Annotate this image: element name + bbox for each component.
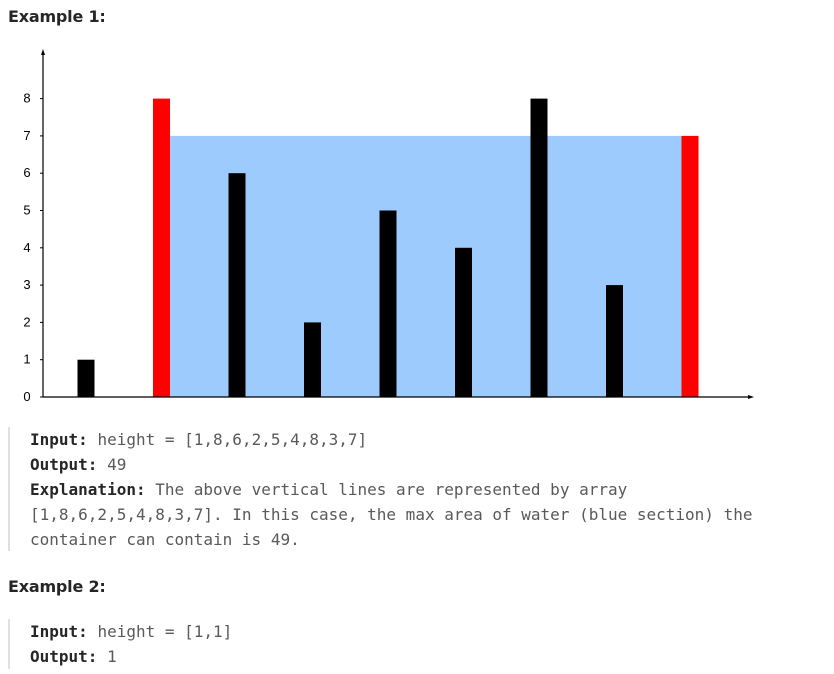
y-tick-label: 2: [23, 314, 30, 329]
y-tick-label: 0: [23, 389, 30, 404]
example-1-title: Example 1:: [8, 7, 106, 26]
input-line: Input: height = [1,1]: [30, 619, 232, 644]
bar: [530, 98, 548, 397]
explanation-label: Explanation:: [30, 480, 146, 499]
explanation-line: Explanation: The above vertical lines ar…: [30, 477, 752, 502]
input-label: Input:: [30, 430, 88, 449]
input-value: height = [1,8,6,2,5,4,8,3,7]: [97, 430, 368, 449]
output-label: Output:: [30, 647, 98, 666]
explanation-text-1: The above vertical lines are represented…: [155, 480, 628, 499]
input-label: Input:: [30, 622, 88, 641]
highlight-bar: [153, 98, 170, 397]
y-tick-label: 3: [23, 277, 30, 292]
output-line: Output: 49: [30, 452, 752, 477]
y-tick-label: 5: [23, 203, 30, 218]
y-tick-label: 7: [23, 128, 30, 143]
y-tick-label: 6: [23, 165, 30, 180]
y-tick-label: 4: [23, 240, 30, 255]
x-axis-arrow: [748, 395, 754, 399]
input-line: Input: height = [1,8,6,2,5,4,8,3,7]: [30, 427, 752, 452]
input-value: height = [1,1]: [97, 622, 233, 641]
bar: [304, 322, 321, 397]
example-2-title: Example 2:: [8, 577, 106, 596]
highlight-bar: [681, 135, 699, 397]
explanation-line-2: [1,8,6,2,5,4,8,3,7]. In this case, the m…: [30, 505, 753, 524]
output-value: 49: [107, 455, 127, 474]
output-label: Output:: [30, 455, 98, 474]
bar: [455, 247, 472, 397]
bar: [379, 210, 397, 397]
container-water-chart: 0 1 2 3 4 5 6 7 8: [23, 49, 754, 404]
example-2-code-block: Input: height = [1,1] Output: 1: [8, 619, 232, 669]
y-tick-label: 8: [23, 91, 30, 106]
output-line: Output: 1: [30, 644, 232, 669]
water-area: [161, 135, 690, 397]
bar: [228, 173, 246, 397]
bar: [606, 285, 623, 397]
y-tick-label: 1: [23, 352, 30, 367]
example-1-code-block: Input: height = [1,8,6,2,5,4,8,3,7] Outpu…: [8, 427, 752, 551]
y-axis-arrow: [41, 49, 45, 55]
explanation-line-3: container can contain is 49.: [30, 530, 300, 549]
bar: [77, 359, 95, 397]
output-value: 1: [107, 647, 117, 666]
